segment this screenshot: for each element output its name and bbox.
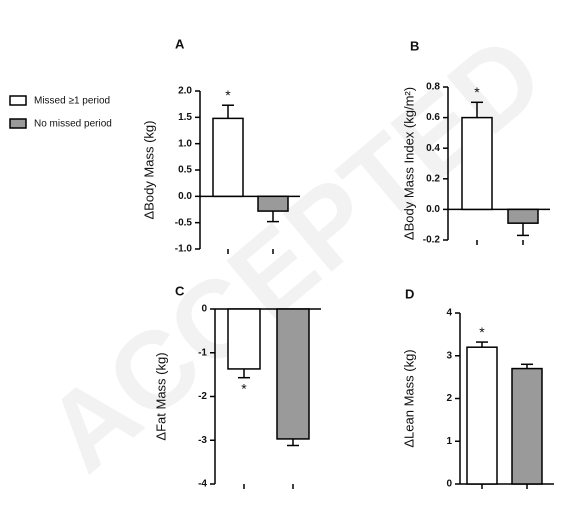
y-tick-label: 0.0 xyxy=(178,191,192,202)
y-tick-label: -0.2 xyxy=(423,235,441,246)
y-tick-label: 1.5 xyxy=(178,112,192,123)
bar xyxy=(507,208,539,224)
significance-marker: * xyxy=(241,380,247,396)
y-tick-label: 0.2 xyxy=(426,173,440,184)
bar xyxy=(511,367,543,485)
panel-letter: A xyxy=(175,36,185,51)
bar xyxy=(276,308,310,440)
y-tick-label: 0.8 xyxy=(426,82,440,93)
bar xyxy=(227,308,261,370)
legend-label: No missed period xyxy=(34,119,112,130)
significance-marker: * xyxy=(225,87,231,103)
y-tick-label: 0.0 xyxy=(426,204,440,215)
y-tick-label: -3 xyxy=(198,435,207,446)
y-tick-label: -1 xyxy=(198,347,207,358)
y-tick-label: 2.0 xyxy=(178,86,192,97)
y-axis-label: ΔBody Mass (kg) xyxy=(141,121,156,220)
y-tick-label: -0.5 xyxy=(175,217,193,228)
panel-letter: C xyxy=(175,283,185,298)
significance-marker: * xyxy=(479,324,485,340)
y-tick-label: 2 xyxy=(446,393,452,404)
y-tick-label: 0.4 xyxy=(426,143,440,154)
legend-label: Missed ≥1 period xyxy=(34,96,110,107)
bar xyxy=(212,117,244,198)
panel-letter: D xyxy=(405,286,414,301)
y-axis-label: ΔLean Mass (kg) xyxy=(401,349,416,447)
y-tick-label: 0.5 xyxy=(178,165,192,176)
y-tick-label: 0 xyxy=(201,304,207,315)
bar xyxy=(466,346,498,485)
legend-swatch xyxy=(9,95,27,106)
y-tick-label: 0 xyxy=(446,479,452,490)
bar xyxy=(461,116,493,211)
y-axis-label: ΔFat Mass (kg) xyxy=(153,352,168,440)
panel-letter: B xyxy=(410,38,419,53)
y-tick-label: 1 xyxy=(446,436,452,447)
y-tick-label: 0.6 xyxy=(426,112,440,123)
significance-marker: * xyxy=(474,84,480,100)
y-tick-label: 4 xyxy=(446,308,452,319)
bar xyxy=(257,195,289,212)
y-axis-label: ΔBody Mass Index (kg/m²) xyxy=(401,87,416,240)
legend-swatch xyxy=(9,118,27,129)
y-tick-label: -2 xyxy=(198,391,207,402)
y-tick-label: 3 xyxy=(446,350,452,361)
y-tick-label: 1.0 xyxy=(178,138,192,149)
y-tick-label: -1.0 xyxy=(175,244,193,255)
y-tick-label: -4 xyxy=(198,479,207,490)
